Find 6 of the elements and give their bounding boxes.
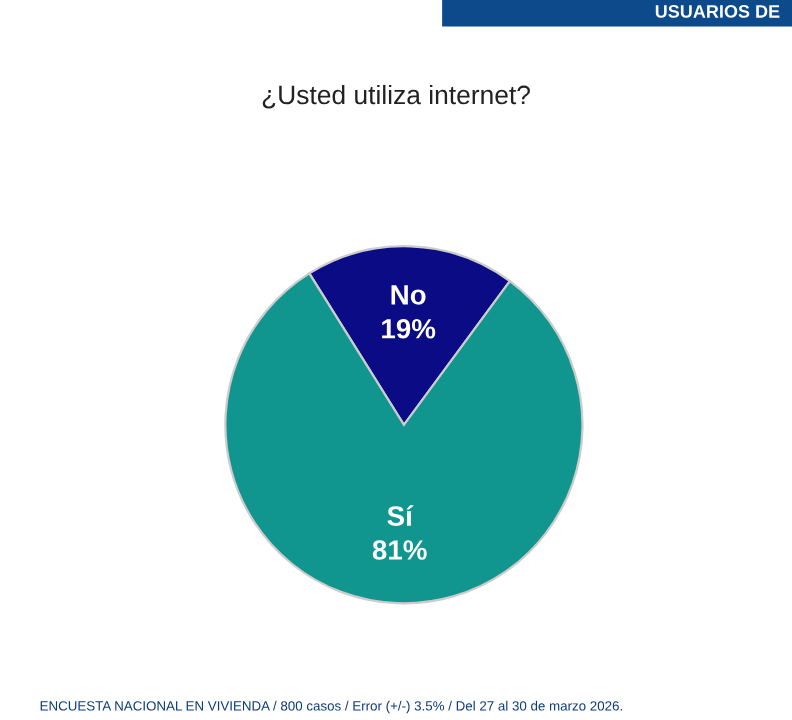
slice-label: No [391, 285, 426, 305]
chart-title: ¿Usted utiliza internet? [262, 84, 530, 109]
data-label: 81% [372, 540, 427, 560]
text: USUARIOS DE [655, 5, 780, 18]
data-label: 19% [382, 318, 436, 339]
slice-label: Sí [387, 505, 414, 526]
